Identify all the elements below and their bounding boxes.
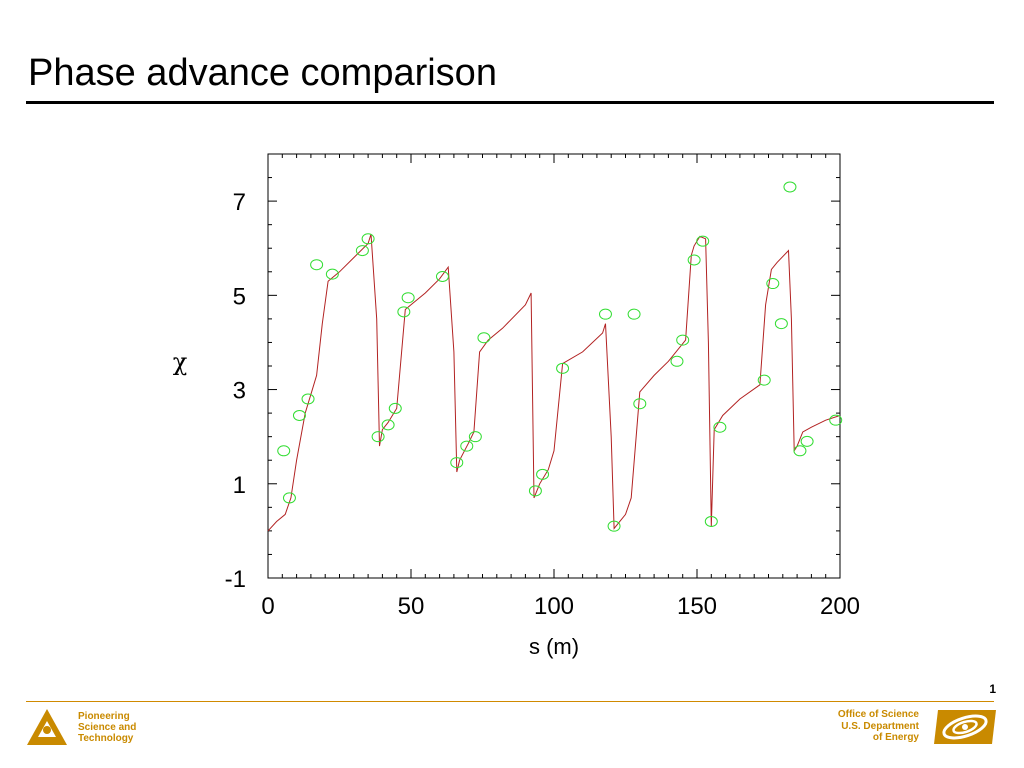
measured-point — [381, 419, 395, 431]
measured-point — [460, 440, 474, 452]
axis-ticks — [267, 153, 841, 579]
measured-point — [371, 431, 385, 443]
measured-point — [468, 431, 482, 443]
footer-tagline-line: Technology — [78, 733, 134, 744]
measured-point — [607, 520, 621, 532]
model-curve — [267, 233, 841, 532]
footer-tagline-line: Pioneering — [78, 711, 130, 722]
measured-point — [277, 445, 291, 457]
y-tick-label: -1 — [225, 566, 246, 593]
phase-advance-chart: 0 50 100 150 200 -1 1 3 5 7 s (m) χ — [173, 153, 860, 659]
measured-point — [282, 492, 296, 504]
y-tick-labels: -1 1 3 5 7 — [225, 189, 246, 593]
footer-tagline: Pioneering Science and Technology — [78, 711, 136, 744]
x-tick-label: 0 — [261, 593, 274, 620]
measured-point — [361, 233, 375, 245]
measured-point — [670, 355, 684, 367]
measured-point — [310, 259, 324, 271]
measured-point — [757, 374, 771, 386]
measured-point — [301, 393, 315, 405]
page-number: 1 — [989, 682, 996, 696]
doe-office-of-science-logo-icon — [934, 710, 996, 744]
measured-point — [435, 270, 449, 282]
x-tick-label: 150 — [677, 593, 717, 620]
measured-point — [766, 278, 780, 290]
y-tick-label: 7 — [233, 189, 246, 216]
measured-point — [536, 468, 550, 480]
measured-point — [713, 421, 727, 433]
series-layer — [267, 181, 843, 532]
x-tick-label: 100 — [534, 593, 574, 620]
measured-point — [292, 409, 306, 421]
footer-tagline-line: Science and — [78, 722, 137, 733]
slide-title: Phase advance comparison — [28, 52, 497, 94]
measured-point — [325, 268, 339, 280]
x-tick-label: 50 — [398, 593, 425, 620]
measured-point — [627, 308, 641, 320]
measured-point — [388, 402, 402, 414]
x-tick-labels: 0 50 100 150 200 — [261, 593, 860, 620]
measured-point — [633, 398, 647, 410]
measured-point — [676, 334, 690, 346]
y-tick-label: 5 — [233, 283, 246, 310]
measured-point — [704, 515, 718, 527]
measured-point — [793, 445, 807, 457]
measured-point — [800, 435, 814, 447]
measured-point — [687, 254, 701, 266]
footer-agency-line: U.S. Department — [841, 720, 919, 732]
measured-point — [829, 414, 843, 426]
measured-point — [598, 308, 612, 320]
footer-agency: Office of Science U.S. Department of Ene… — [838, 709, 919, 744]
measured-point — [477, 332, 491, 344]
measured-point — [783, 181, 797, 193]
measured-point — [450, 457, 464, 469]
measured-point — [696, 235, 710, 247]
footer-divider — [26, 701, 994, 702]
measured-point — [556, 362, 570, 374]
plot-frame — [267, 153, 841, 579]
measured-point — [401, 292, 415, 304]
y-axis-label: χ — [173, 348, 188, 376]
footer-agency-line: of Energy — [872, 732, 919, 743]
measured-point — [774, 318, 788, 330]
y-tick-label: 3 — [233, 378, 246, 405]
measured-point — [355, 245, 369, 257]
argonne-triangle-logo-icon — [27, 709, 67, 745]
measured-point — [528, 485, 542, 497]
x-tick-label: 200 — [820, 593, 860, 620]
measured-point — [397, 306, 411, 318]
title-divider — [26, 101, 994, 104]
footer-agency-line: Office of Science — [837, 709, 919, 720]
x-axis-label: s (m) — [529, 634, 579, 659]
y-tick-label: 1 — [233, 472, 246, 499]
